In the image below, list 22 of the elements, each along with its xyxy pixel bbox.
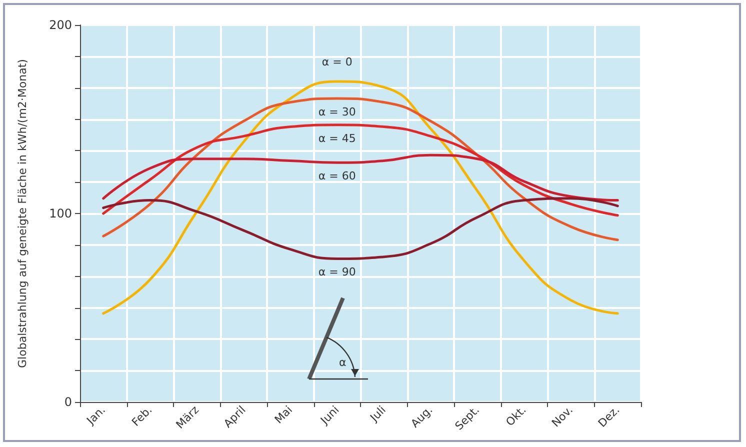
x-tick-label: Okt. [503, 403, 529, 429]
y-tick-label: 100 [49, 206, 72, 220]
annotation: α [339, 356, 346, 369]
series-label: α = 45 [318, 132, 356, 145]
x-tick-label: Aug. [408, 403, 436, 430]
x-tick-label: Jan. [84, 403, 108, 428]
x-tick-label: Dez. [596, 403, 622, 430]
x-tick-label: Mai [272, 403, 295, 426]
line-series [102, 124, 619, 217]
x-tick-label: Nov. [549, 403, 576, 430]
line-series [102, 80, 619, 315]
line-series [102, 197, 619, 260]
y-tick-label: 0 [64, 395, 72, 409]
x-tick-label: Feb. [129, 403, 155, 429]
y-tick-label: 200 [49, 18, 72, 32]
series-label: α = 60 [318, 170, 356, 183]
y-axis-title: Globalstrahlung auf geneigte Fläche in kWh/(m2·Monat) [16, 59, 29, 368]
line-series [102, 97, 619, 242]
line-series [102, 154, 619, 202]
series-label: α = 30 [318, 106, 356, 119]
series-label: α = 90 [318, 266, 356, 279]
series-label: α = 0 [322, 56, 352, 69]
